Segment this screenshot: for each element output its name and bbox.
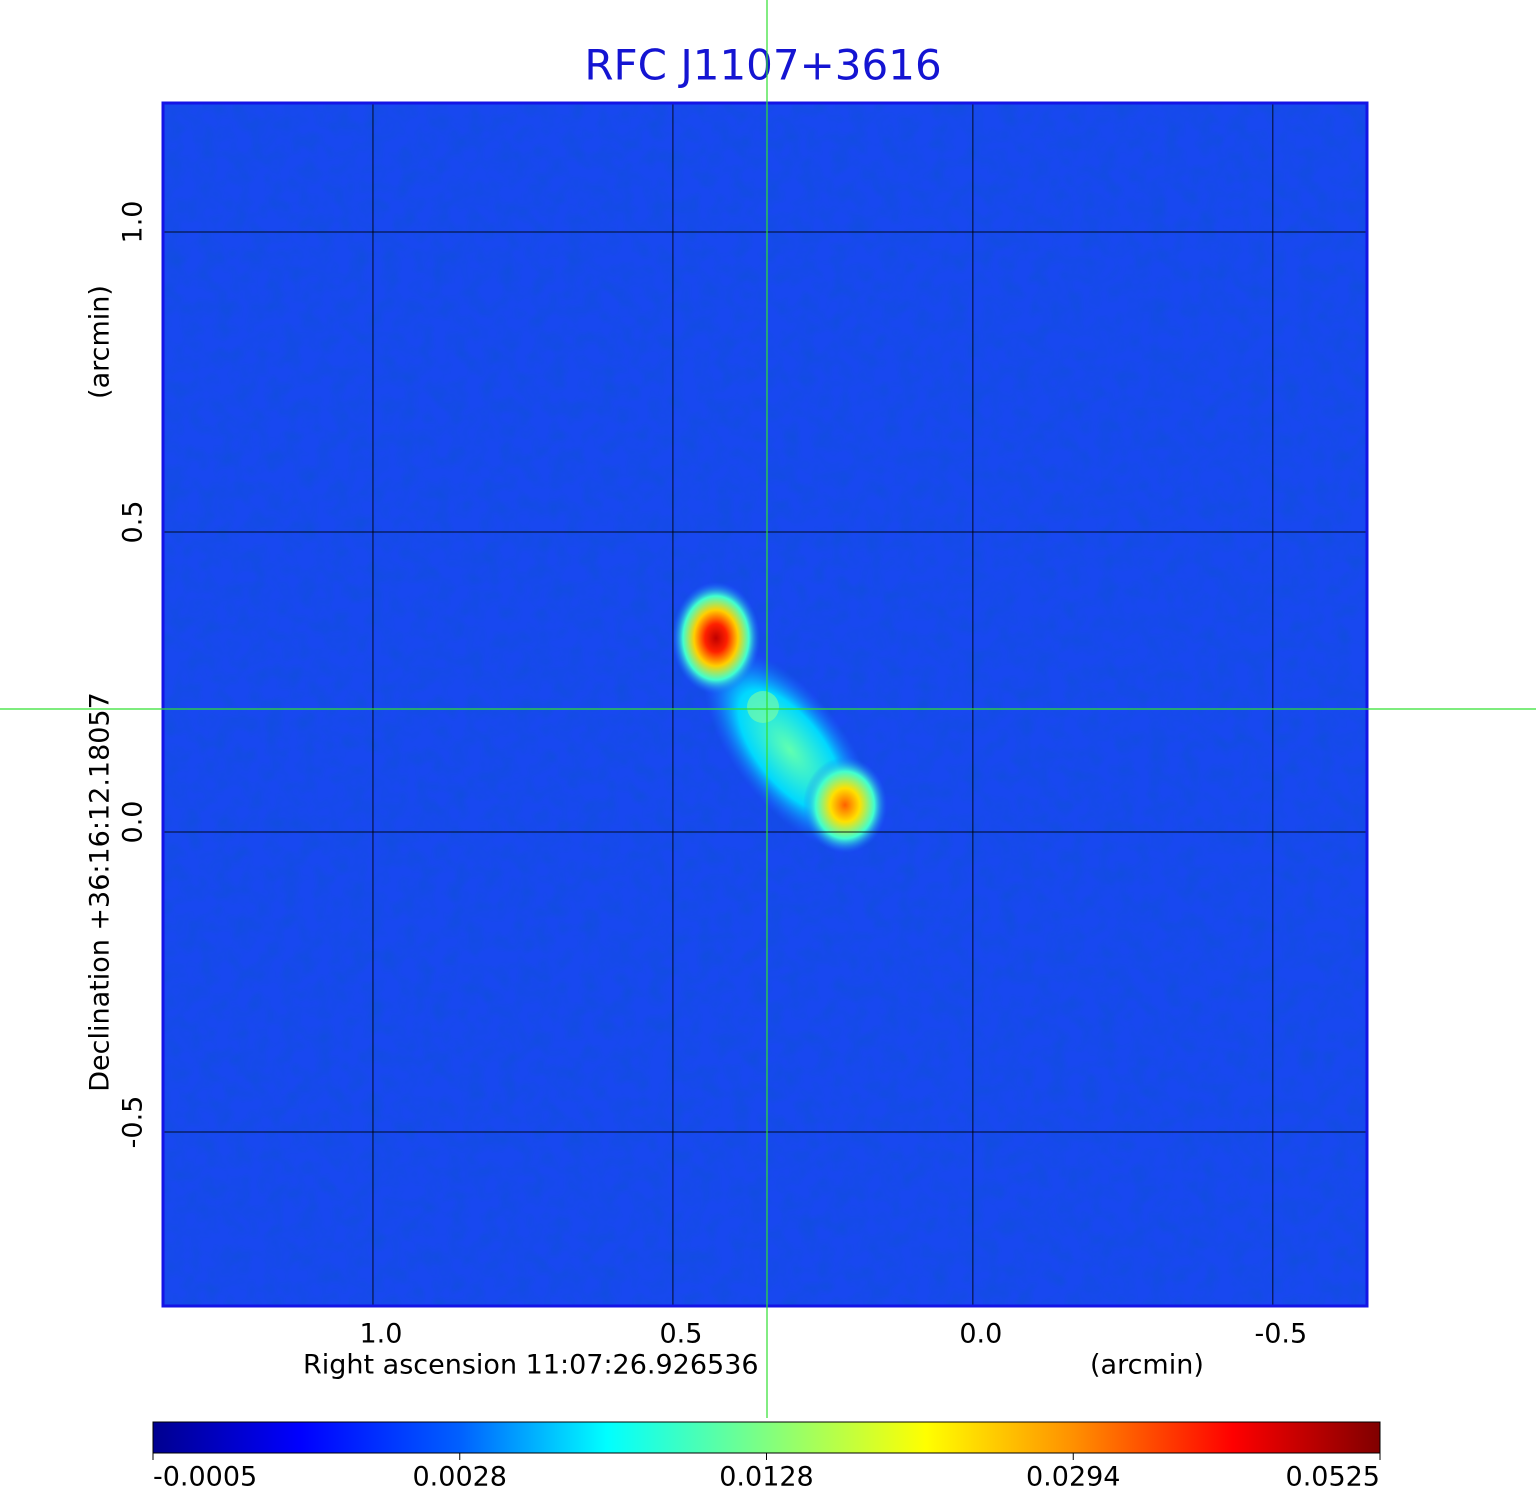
colorbar-tick-label: 0.0128 [719,1462,813,1493]
y-axis-unit: (arcmin) [85,285,116,399]
colorbar-tick-label: 0.0525 [1286,1462,1380,1493]
colorbar-tick-label: 0.0294 [1026,1462,1120,1493]
x-tick-label: -0.5 [1254,1319,1307,1350]
x-axis-unit: (arcmin) [1090,1350,1204,1381]
sky-image [163,103,1367,1306]
y-tick-label: 0.0 [118,801,149,844]
x-axis-label: Right ascension 11:07:26.926536 [303,1350,759,1381]
y-tick-label: 1.0 [118,201,149,244]
colorbar [152,1421,1381,1454]
grid [163,103,1367,1306]
x-tick-label: 1.0 [359,1319,402,1350]
colorbar-tick-label: -0.0005 [153,1462,257,1493]
chart-title: RFC J1107+3616 [584,41,941,90]
plot-frame [161,101,1369,1308]
y-axis-label: Declination +36:16:12.18057 [85,692,116,1092]
colorbar-tick-label: 0.0028 [413,1462,507,1493]
x-tick-label: 0.0 [959,1319,1002,1350]
x-tick-label: 0.5 [659,1319,702,1350]
y-tick-label: -0.5 [118,1096,149,1149]
y-tick-label: 0.5 [118,501,149,544]
